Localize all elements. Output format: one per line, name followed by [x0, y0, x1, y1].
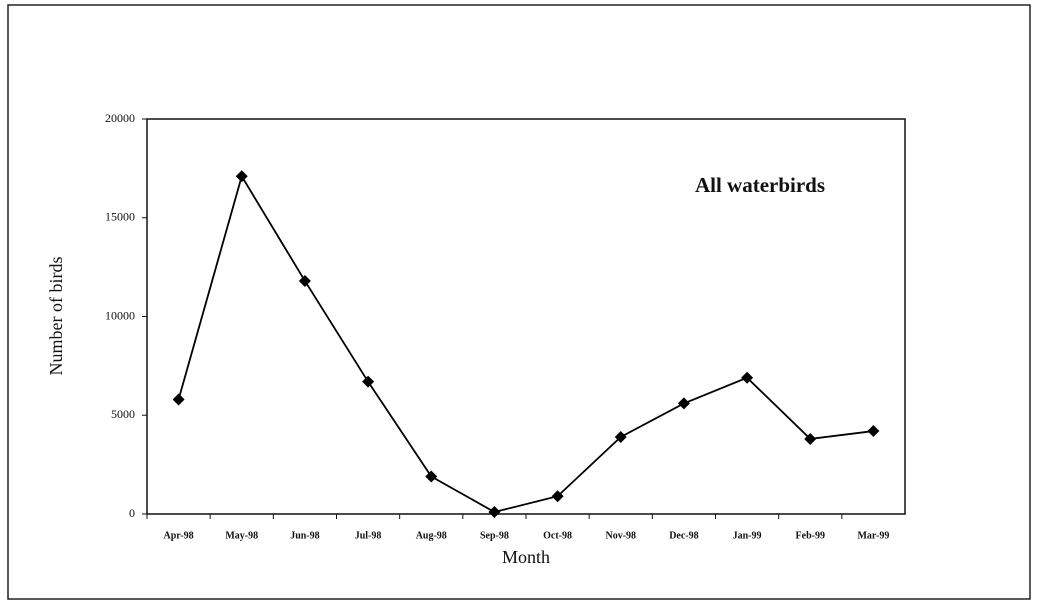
y-tick-label: 15000: [105, 210, 135, 224]
x-tick-label: Jan-99: [733, 530, 762, 541]
marker: [741, 371, 754, 384]
y-tick-label: 0: [129, 506, 135, 520]
y-axis-label: Number of birds: [46, 257, 66, 376]
x-tick-label: Oct-98: [543, 530, 572, 541]
x-tick-label: Apr-98: [163, 530, 193, 541]
marker: [551, 490, 564, 503]
x-tick-label: May-98: [225, 530, 258, 541]
x-tick-label: Mar-99: [857, 530, 889, 541]
x-tick-label: Dec-98: [669, 530, 698, 541]
y-tick-label: 5000: [111, 407, 135, 421]
y-tick-label: 10000: [105, 308, 135, 322]
x-tick-label: Nov-98: [605, 530, 636, 541]
marker: [298, 274, 311, 287]
x-tick-label: Sep-98: [480, 530, 509, 541]
marker: [235, 170, 248, 183]
x-tick-label: Aug-98: [416, 530, 447, 541]
marker: [488, 506, 501, 519]
x-tick-label: Jul-98: [355, 530, 382, 541]
x-axis-label: Month: [502, 547, 550, 567]
marker: [614, 430, 627, 443]
frame: [7, 4, 1031, 600]
series-line: [177, 174, 874, 513]
y-tick-label: 20000: [105, 111, 135, 125]
marker: [677, 397, 690, 410]
marker: [362, 375, 375, 388]
annotation: All waterbirds: [695, 173, 825, 197]
marker: [425, 470, 438, 483]
marker: [804, 432, 817, 445]
x-tick-label: Feb-99: [796, 530, 825, 541]
marker: [172, 393, 185, 406]
x-tick-label: Jun-98: [290, 530, 319, 541]
marker: [867, 425, 880, 438]
